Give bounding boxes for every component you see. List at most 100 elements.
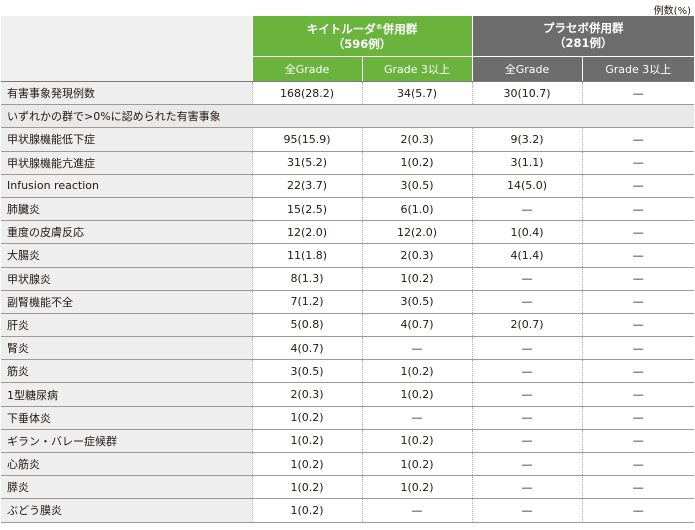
table-row: 甲状腺機能低下症 95(15.9) 2(0.3) 9(3.2) — [1, 127, 694, 152]
cell-value: 22(3.7) [251, 174, 362, 198]
cell-value: — [471, 267, 582, 291]
cell-value: 4(0.7) [361, 313, 472, 338]
table-row: 重度の皮膚反応 12(2.0) 12(2.0) 1(0.4) — [1, 220, 694, 245]
row-label: 有害事象発現例数 [1, 81, 252, 106]
table-row: 腎炎 4(0.7) — — — [1, 336, 694, 361]
cell-value: — [581, 81, 694, 106]
cell-value: — [581, 127, 694, 152]
cell-value: 1(0.2) [361, 382, 472, 407]
table-row: ギラン・バレー症候群 1(0.2) 1(0.2) — — [1, 429, 694, 454]
subheader-all-grade: 全Grade [471, 56, 582, 82]
cell-value: — [361, 406, 472, 430]
group-name: プラセボ併用群 [543, 21, 624, 35]
group-suffix: 併用群 [382, 22, 418, 36]
cell-value: 1(0.2) [251, 498, 362, 523]
cell-value: — [581, 313, 694, 338]
row-label: 筋炎 [1, 359, 252, 384]
cell-value: — [581, 151, 694, 175]
cell-value: 5(0.8) [251, 313, 362, 338]
cell-value: — [581, 220, 694, 245]
cell-value: 8(1.3) [251, 267, 362, 291]
cell-value: 1(0.2) [361, 429, 472, 454]
cell-value: — [471, 359, 582, 384]
row-label: 甲状腺機能低下症 [1, 127, 252, 152]
cell-value: 1(0.2) [361, 267, 472, 291]
cell-value: — [471, 406, 582, 430]
cell-value: 2(0.3) [361, 127, 472, 152]
cell-value: 11(1.8) [251, 243, 362, 268]
group-count: （596例） [332, 37, 392, 51]
cell-value: 4(0.7) [251, 336, 362, 361]
cell-value: — [581, 452, 694, 477]
table-row: Infusion reaction 22(3.7) 3(0.5) 14(5.0) — [1, 174, 694, 198]
row-label: 心筋炎 [1, 452, 252, 477]
cell-value: 3(0.5) [251, 359, 362, 384]
cell-value: — [471, 452, 582, 477]
cell-value: — [581, 197, 694, 222]
cell-value: 2(0.3) [361, 243, 472, 268]
cell-value: — [361, 336, 472, 361]
row-label: 甲状腺炎 [1, 267, 252, 291]
row-label: 1型糖尿病 [1, 382, 252, 407]
cell-value: 168(28.2) [251, 81, 362, 106]
section-label: いずれかの群で>0%に認められた有害事象 [1, 104, 694, 129]
row-label: 肺臓炎 [1, 197, 252, 222]
cell-value: 1(0.2) [251, 452, 362, 477]
cell-value: 14(5.0) [471, 174, 582, 198]
row-label: Infusion reaction [1, 174, 252, 198]
subheader-all-grade: 全Grade [251, 56, 362, 82]
cell-value: — [471, 336, 582, 361]
registered-mark: ® [375, 23, 383, 31]
group-count: （281例） [553, 36, 613, 50]
cell-value: — [581, 336, 694, 361]
group-header-placebo: プラセボ併用群 （281例） [471, 16, 694, 57]
cell-value: — [581, 382, 694, 407]
cell-value: — [581, 267, 694, 291]
row-label: 下垂体炎 [1, 406, 252, 430]
subheader-grade3: Grade 3以上 [361, 56, 472, 82]
cell-value: 34(5.7) [361, 81, 472, 106]
cell-value: — [471, 498, 582, 523]
cell-value: 1(0.4) [471, 220, 582, 245]
cell-value: 12(2.0) [361, 220, 472, 245]
table-row: ぶどう膜炎 1(0.2) — — — [1, 498, 694, 523]
cell-value: 1(0.2) [361, 151, 472, 175]
table-row: 甲状腺炎 8(1.3) 1(0.2) — — [1, 267, 694, 291]
row-label: 肝炎 [1, 313, 252, 338]
group-header-keytruda: キイトルーダ®併用群 （596例） [251, 16, 472, 57]
table-row: 膵炎 1(0.2) 1(0.2) — — [1, 475, 694, 500]
row-label: ギラン・バレー症候群 [1, 429, 252, 454]
subheader-grade3: Grade 3以上 [581, 56, 694, 82]
row-label: 甲状腺機能亢進症 [1, 151, 252, 175]
table-row: 肝炎 5(0.8) 4(0.7) 2(0.7) — [1, 313, 694, 338]
cell-value: — [581, 429, 694, 454]
cell-value: 7(1.2) [251, 290, 362, 314]
cell-value: 9(3.2) [471, 127, 582, 152]
cell-value: — [581, 243, 694, 268]
cell-value: — [471, 475, 582, 500]
cell-value: 3(1.1) [471, 151, 582, 175]
cell-value: — [471, 382, 582, 407]
unit-label: 例数(%) [653, 6, 691, 17]
row-label: 重度の皮膚反応 [1, 220, 252, 245]
cell-value: 30(10.7) [471, 81, 582, 106]
cell-value: 3(0.5) [361, 290, 472, 314]
cell-value: — [581, 290, 694, 314]
cell-value: — [581, 359, 694, 384]
header-blank [1, 16, 252, 82]
section-row: いずれかの群で>0%に認められた有害事象 [1, 104, 694, 129]
cell-value: 1(0.2) [361, 359, 472, 384]
adverse-events-table: キイトルーダ®併用群 （596例） プラセボ併用群 （281例） 全Grade … [1, 16, 694, 523]
cell-value: — [361, 498, 472, 523]
cell-value: — [471, 290, 582, 314]
table-row: 副腎機能不全 7(1.2) 3(0.5) — — [1, 290, 694, 314]
row-label: 大腸炎 [1, 243, 252, 268]
cell-value: 6(1.0) [361, 197, 472, 222]
group-name: キイトルーダ [306, 22, 376, 36]
cell-value: — [581, 475, 694, 500]
total-row: 有害事象発現例数 168(28.2) 34(5.7) 30(10.7) — [1, 81, 694, 106]
table-row: 筋炎 3(0.5) 1(0.2) — — [1, 359, 694, 384]
row-label: 副腎機能不全 [1, 290, 252, 314]
table-row: 肺臓炎 15(2.5) 6(1.0) — — [1, 197, 694, 222]
cell-value: — [471, 197, 582, 222]
